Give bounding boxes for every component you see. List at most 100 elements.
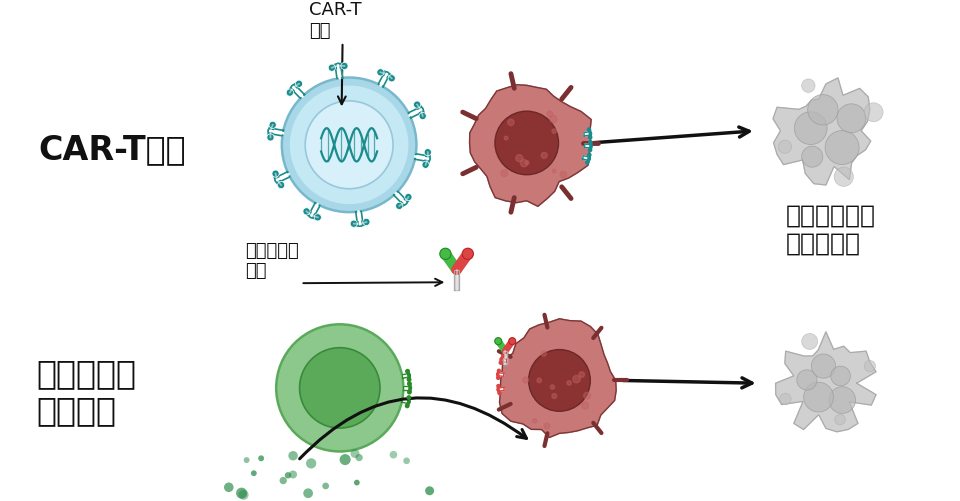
Circle shape xyxy=(585,160,589,165)
Polygon shape xyxy=(583,156,589,160)
Text: 悪性リンパ腫
細胞が死滅: 悪性リンパ腫 細胞が死滅 xyxy=(785,204,876,256)
Circle shape xyxy=(588,135,592,140)
Circle shape xyxy=(303,488,313,498)
Circle shape xyxy=(804,382,833,412)
Circle shape xyxy=(328,64,335,71)
Circle shape xyxy=(377,69,384,76)
Circle shape xyxy=(414,101,420,108)
Circle shape xyxy=(403,457,410,464)
Polygon shape xyxy=(499,319,616,437)
Circle shape xyxy=(587,127,591,132)
Polygon shape xyxy=(773,78,871,185)
Polygon shape xyxy=(469,85,591,206)
Circle shape xyxy=(522,377,529,383)
Circle shape xyxy=(588,148,592,152)
Circle shape xyxy=(288,451,298,460)
Circle shape xyxy=(797,370,817,390)
Circle shape xyxy=(828,387,855,413)
Polygon shape xyxy=(403,386,410,390)
Circle shape xyxy=(496,384,500,388)
Polygon shape xyxy=(401,399,409,404)
Circle shape xyxy=(314,214,322,221)
Circle shape xyxy=(276,324,403,451)
Circle shape xyxy=(802,79,815,92)
Polygon shape xyxy=(402,374,410,378)
Polygon shape xyxy=(585,144,591,148)
Circle shape xyxy=(258,455,264,461)
Circle shape xyxy=(807,95,838,125)
Circle shape xyxy=(835,414,846,425)
Polygon shape xyxy=(498,387,504,391)
Circle shape xyxy=(495,111,559,175)
Polygon shape xyxy=(584,132,590,136)
Polygon shape xyxy=(270,128,283,136)
Circle shape xyxy=(355,454,363,461)
Circle shape xyxy=(541,351,546,356)
Circle shape xyxy=(405,369,410,374)
Circle shape xyxy=(529,350,590,411)
Circle shape xyxy=(802,334,818,349)
Circle shape xyxy=(306,458,316,468)
Circle shape xyxy=(550,116,557,123)
Circle shape xyxy=(834,167,853,186)
Text: CAR-T
細胞: CAR-T 細胞 xyxy=(309,2,361,40)
Circle shape xyxy=(587,153,591,157)
Circle shape xyxy=(420,112,426,120)
Circle shape xyxy=(837,104,866,133)
Circle shape xyxy=(552,129,557,133)
Polygon shape xyxy=(335,65,343,79)
Circle shape xyxy=(285,472,291,478)
Circle shape xyxy=(323,482,329,489)
Circle shape xyxy=(547,111,553,117)
Circle shape xyxy=(303,208,310,215)
Circle shape xyxy=(279,477,287,484)
Polygon shape xyxy=(500,358,507,363)
Circle shape xyxy=(354,479,360,485)
Circle shape xyxy=(520,159,528,167)
Circle shape xyxy=(462,248,473,260)
Circle shape xyxy=(440,248,451,260)
Circle shape xyxy=(496,369,501,373)
Circle shape xyxy=(550,385,555,389)
Circle shape xyxy=(390,451,397,458)
Polygon shape xyxy=(394,191,407,204)
Text: 二重特異性
抗体療法: 二重特異性 抗体療法 xyxy=(36,358,136,427)
Circle shape xyxy=(864,360,876,372)
Circle shape xyxy=(496,376,500,380)
Circle shape xyxy=(582,402,588,409)
Circle shape xyxy=(588,140,592,144)
Circle shape xyxy=(277,181,285,189)
Polygon shape xyxy=(454,270,460,290)
Circle shape xyxy=(864,103,883,122)
Circle shape xyxy=(350,449,359,458)
Circle shape xyxy=(406,395,411,400)
Circle shape xyxy=(541,152,547,158)
Circle shape xyxy=(286,89,294,96)
Circle shape xyxy=(422,161,429,168)
Circle shape xyxy=(830,366,851,386)
Circle shape xyxy=(341,63,348,70)
Circle shape xyxy=(239,490,249,500)
Polygon shape xyxy=(408,107,422,118)
Circle shape xyxy=(300,348,380,428)
Polygon shape xyxy=(497,373,504,376)
Circle shape xyxy=(396,202,403,209)
Circle shape xyxy=(350,220,357,227)
Circle shape xyxy=(811,354,835,378)
Circle shape xyxy=(363,218,370,225)
Polygon shape xyxy=(415,154,428,161)
Circle shape xyxy=(405,403,410,408)
Circle shape xyxy=(825,130,859,164)
Circle shape xyxy=(567,381,571,385)
Circle shape xyxy=(584,392,590,399)
Circle shape xyxy=(407,381,412,386)
Circle shape xyxy=(508,119,514,126)
Circle shape xyxy=(579,372,585,377)
Polygon shape xyxy=(309,203,320,217)
Circle shape xyxy=(272,170,279,177)
Circle shape xyxy=(290,86,408,204)
Circle shape xyxy=(552,394,557,398)
Circle shape xyxy=(289,470,297,478)
Polygon shape xyxy=(276,172,290,182)
Circle shape xyxy=(282,78,417,212)
